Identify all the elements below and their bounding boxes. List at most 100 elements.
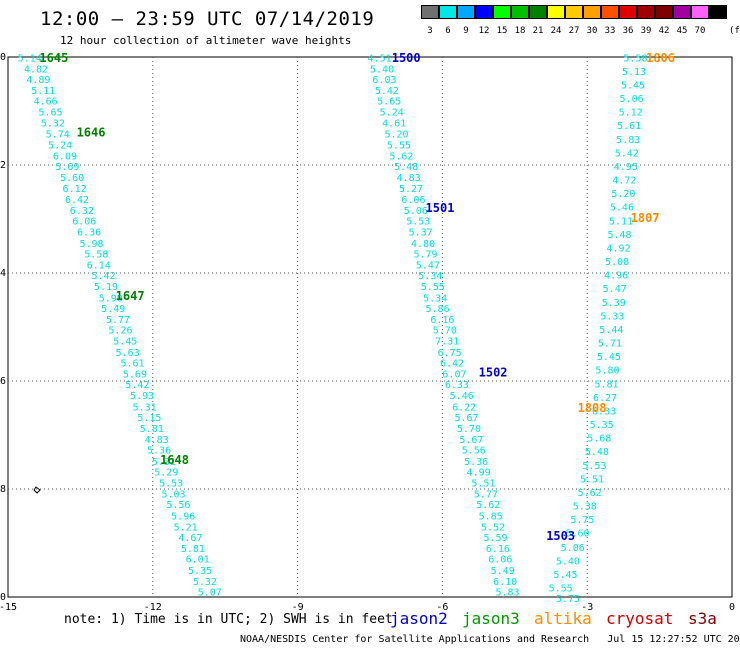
wave-height-label: 5.59 <box>483 533 507 544</box>
wave-height-label: 4.67 <box>178 533 202 544</box>
wave-height-label: 5.36 <box>147 446 171 457</box>
wave-height-label: 5.47 <box>603 284 627 295</box>
x-tick-label: -3 <box>581 602 593 613</box>
y-tick-label: -8 <box>0 484 6 495</box>
x-tick-label: -12 <box>144 602 162 613</box>
pass-time-label: 1502 <box>479 365 508 379</box>
wave-height-label: 5.68 <box>587 434 611 445</box>
wave-height-label: 4.96 <box>604 271 628 282</box>
wave-height-label: 5.53 <box>406 217 430 228</box>
wave-height-label: 5.69 <box>55 162 79 173</box>
wave-height-label: 5.11 <box>31 86 55 97</box>
y-tick-label: -10 <box>0 592 6 603</box>
wave-height-label: 5.65 <box>377 97 401 108</box>
wave-height-label: 5.31 <box>133 402 157 413</box>
wave-height-label: 5.60 <box>565 529 589 540</box>
wave-height-label: 5.42 <box>92 271 116 282</box>
wave-height-label: 5.60 <box>60 173 84 184</box>
wave-height-label: 5.24 <box>48 140 72 151</box>
x-tick-label: -9 <box>292 602 304 613</box>
wave-height-label: 5.86 <box>426 304 450 315</box>
wave-height-label: 5.49 <box>101 304 125 315</box>
wave-height-label: 5.38 <box>573 502 597 513</box>
legend-swatch <box>421 5 439 19</box>
legend-label: 21 <box>532 26 544 36</box>
wave-height-label: 5.83 <box>616 135 640 146</box>
pass-time-label: 1501 <box>426 201 455 215</box>
wave-height-label: 5.90 <box>99 293 123 304</box>
wave-height-label: 5.81 <box>140 424 164 435</box>
legend-swatch <box>475 5 493 19</box>
wave-height-label: 5.62 <box>389 151 413 162</box>
wave-height-label: 5.45 <box>621 81 645 92</box>
legend-swatch <box>673 5 691 19</box>
wave-height-label: 5.32 <box>193 577 217 588</box>
footer-note: note: 1) Time is in UTC; 2) SWH is in fe… <box>64 612 393 627</box>
wave-height-label: 5.40 <box>556 556 580 567</box>
pass-time-label: 1648 <box>160 453 189 467</box>
satellite-name: s3a <box>688 609 717 628</box>
y-tick-label: -6 <box>0 376 6 387</box>
x-tick-label: -15 <box>0 602 17 613</box>
wave-height-label: 5.11 <box>609 217 633 228</box>
wave-height-label: 6.06 <box>72 217 96 228</box>
legend-swatch <box>691 5 709 19</box>
wave-height-label: 5.20 <box>384 130 408 141</box>
wave-height-label: 5.07 <box>198 588 222 599</box>
wave-height-label: 5.61 <box>120 359 144 370</box>
satellite-name: cryosat <box>606 609 674 628</box>
wave-height-label: 5.58 <box>623 54 647 65</box>
wave-height-label: 5.67 <box>454 413 478 424</box>
wave-height-label: 5.26 <box>108 326 132 337</box>
wave-height-label: 5.70 <box>457 424 481 435</box>
wave-height-label: 5.42 <box>615 149 639 160</box>
legend-swatch <box>619 5 637 19</box>
wave-height-label: 5.96 <box>171 511 195 522</box>
page-title: 12:00 – 23:59 UTC 07/14/2019 <box>40 8 375 30</box>
legend-swatch <box>655 5 673 19</box>
legend-swatch <box>601 5 619 19</box>
wave-height-label: 5.45 <box>113 337 137 348</box>
legend-label: 9 <box>463 26 469 36</box>
wave-height-label: 6.27 <box>593 393 617 404</box>
wave-height-label: 5.20 <box>611 189 635 200</box>
wave-height-label: 4.80 <box>411 239 435 250</box>
wave-height-label: 6.33 <box>445 380 469 391</box>
wave-height-label: 5.51 <box>471 479 495 490</box>
wave-height-label: 6.10 <box>493 577 517 588</box>
satellite-name: jason2 <box>390 609 448 628</box>
y-tick-label: -2 <box>0 160 6 171</box>
wave-height-label: 5.56 <box>462 446 486 457</box>
wave-height-label: 5.06 <box>561 543 585 554</box>
legend-label: 36 <box>622 26 634 36</box>
wave-height-label: 5.55 <box>549 583 573 594</box>
wave-height-label: 5.48 <box>607 230 631 241</box>
legend-label: 12 <box>478 26 490 36</box>
legend-label: 3 <box>427 26 433 36</box>
wave-height-label: 5.46 <box>450 391 474 402</box>
wave-height-label: 6.12 <box>63 184 87 195</box>
wave-height-label: 5.65 <box>38 108 62 119</box>
y-tick-label: 0 <box>0 52 6 63</box>
wave-height-label: 6.14 <box>87 260 111 271</box>
wave-height-label: 5.39 <box>602 298 626 309</box>
wave-height-label: 4.83 <box>397 173 421 184</box>
pass-time-label: 1807 <box>631 211 660 225</box>
pass-time-label: 1808 <box>578 401 607 415</box>
y-tick-label: -4 <box>0 268 6 279</box>
wave-height-label: 5.74 <box>46 130 70 141</box>
wave-height-label: 5.15 <box>137 413 161 424</box>
wave-height-label: 6.16 <box>486 544 510 555</box>
wave-height-label: 5.53 <box>582 461 606 472</box>
legend-swatch <box>583 5 601 19</box>
wave-height-label: 5.13 <box>622 67 646 78</box>
wave-height-label: 5.21 <box>174 522 198 533</box>
legend-label: 33 <box>604 26 616 36</box>
wave-height-label: 5.81 <box>594 380 618 391</box>
wave-height-label: 5.79 <box>413 250 437 261</box>
wave-height-label: 5.35 <box>188 566 212 577</box>
wave-height-label: 5.98 <box>79 239 103 250</box>
legend-swatch <box>709 5 727 19</box>
wave-height-label: 6.36 <box>77 227 101 238</box>
legend-label: 45 <box>676 26 688 36</box>
